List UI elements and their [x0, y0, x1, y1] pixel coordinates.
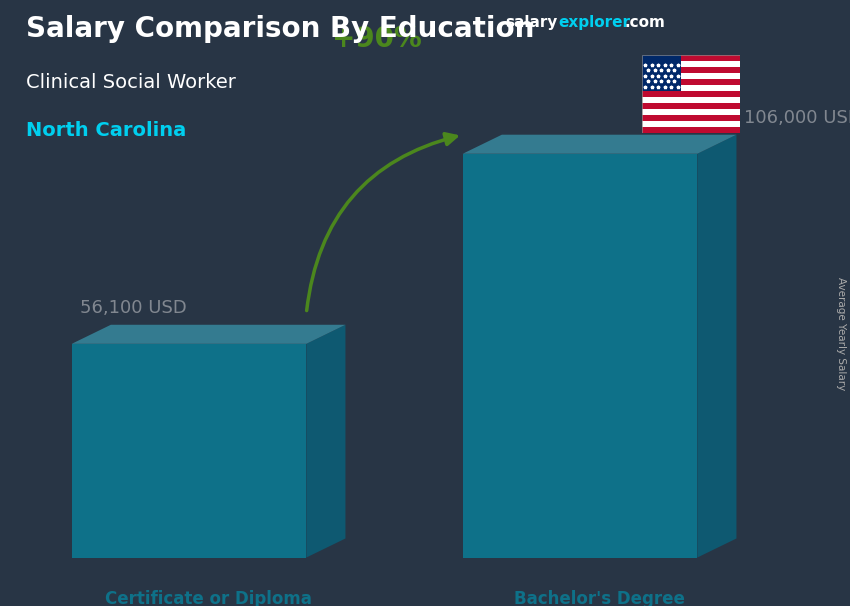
Text: Salary Comparison By Education: Salary Comparison By Education: [26, 15, 534, 43]
Polygon shape: [462, 135, 736, 154]
Polygon shape: [642, 109, 740, 115]
Polygon shape: [462, 154, 697, 558]
Polygon shape: [642, 55, 681, 91]
Polygon shape: [642, 121, 740, 127]
Polygon shape: [642, 73, 740, 79]
Polygon shape: [642, 67, 740, 73]
Polygon shape: [642, 103, 740, 109]
Polygon shape: [697, 135, 736, 558]
Text: 56,100 USD: 56,100 USD: [80, 299, 186, 317]
Text: Clinical Social Worker: Clinical Social Worker: [26, 73, 235, 92]
Text: Bachelor's Degree: Bachelor's Degree: [514, 590, 685, 606]
Polygon shape: [642, 127, 740, 133]
Text: +90%: +90%: [332, 25, 422, 53]
Text: Certificate or Diploma: Certificate or Diploma: [105, 590, 312, 606]
Text: North Carolina: North Carolina: [26, 121, 186, 140]
Text: explorer: explorer: [558, 15, 631, 30]
Polygon shape: [642, 61, 740, 67]
Text: Average Yearly Salary: Average Yearly Salary: [836, 277, 846, 390]
Polygon shape: [642, 55, 740, 61]
Text: .com: .com: [625, 15, 666, 30]
Polygon shape: [71, 325, 345, 344]
Polygon shape: [642, 115, 740, 121]
Text: salary: salary: [506, 15, 558, 30]
Polygon shape: [642, 97, 740, 103]
Polygon shape: [642, 85, 740, 91]
Polygon shape: [642, 79, 740, 85]
Text: 106,000 USD: 106,000 USD: [745, 109, 850, 127]
Polygon shape: [642, 91, 740, 97]
Polygon shape: [306, 325, 345, 558]
Polygon shape: [71, 344, 306, 558]
